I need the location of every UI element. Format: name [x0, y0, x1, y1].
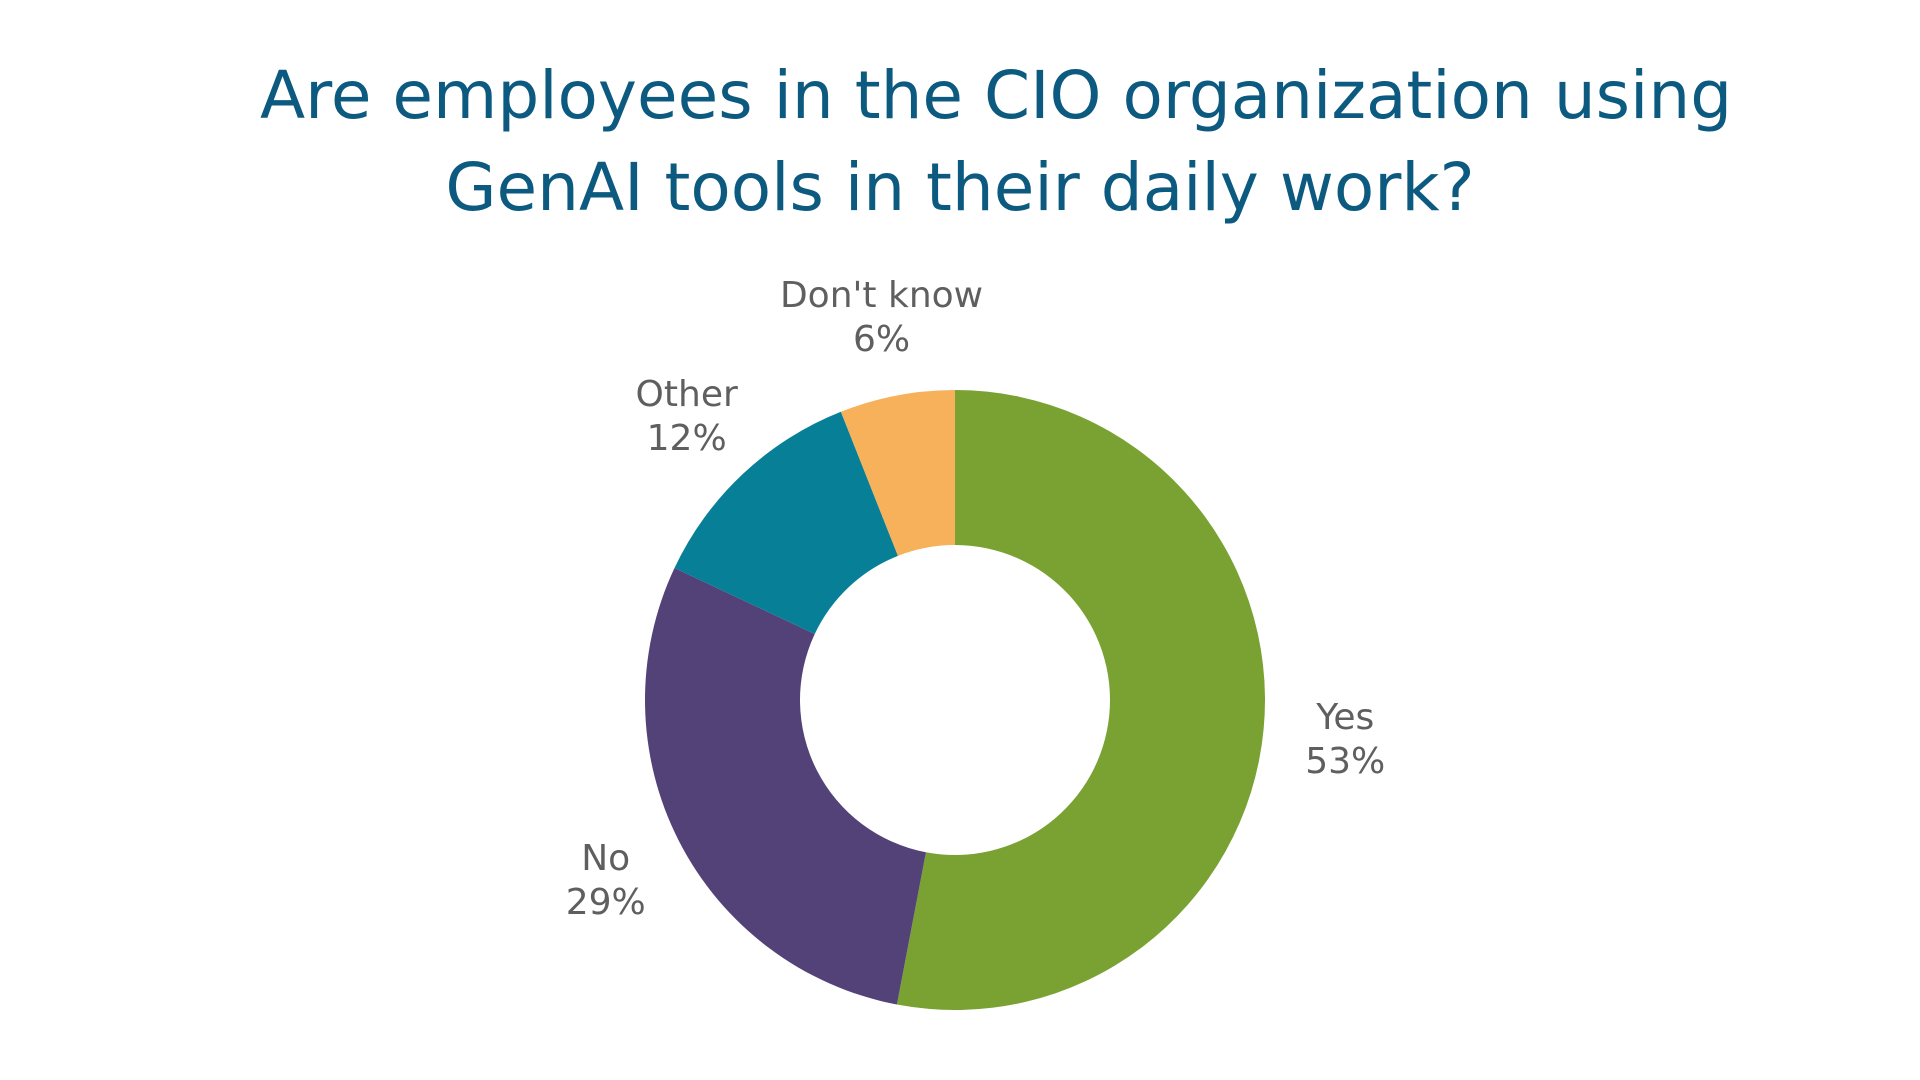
slice-label-no: No 29%: [566, 838, 646, 923]
donut-labels: Yes 53% No 29% Other 12% Don't know 6%: [566, 275, 1386, 923]
donut-slices: [644, 389, 1265, 1010]
chart-title-line-1: Are employees in the CIO organization us…: [260, 57, 1733, 134]
slice-label-yes: Yes 53%: [1305, 697, 1385, 782]
slice-category-yes: Yes: [1315, 697, 1374, 738]
chart-title: Are employees in the CIO organization us…: [260, 50, 1733, 234]
chart-title-line-2: GenAI tools in their daily work?: [445, 149, 1475, 226]
slice-other: [674, 411, 898, 635]
slice-category-no: No: [581, 838, 630, 879]
slice-no: [644, 568, 926, 1005]
slice-value-don-t-know: 6%: [853, 319, 910, 360]
slice-value-no: 29%: [566, 882, 646, 923]
slice-category-don-t-know: Don't know: [780, 275, 983, 316]
slice-value-other: 12%: [647, 418, 727, 459]
slice-label-other: Other 12%: [636, 374, 738, 459]
slice-label-don-t-know: Don't know 6%: [780, 275, 983, 360]
slice-category-other: Other: [636, 374, 738, 415]
slice-don-t-know: [840, 390, 955, 556]
slice-value-yes: 53%: [1305, 741, 1385, 782]
slice-yes: [896, 389, 1265, 1010]
